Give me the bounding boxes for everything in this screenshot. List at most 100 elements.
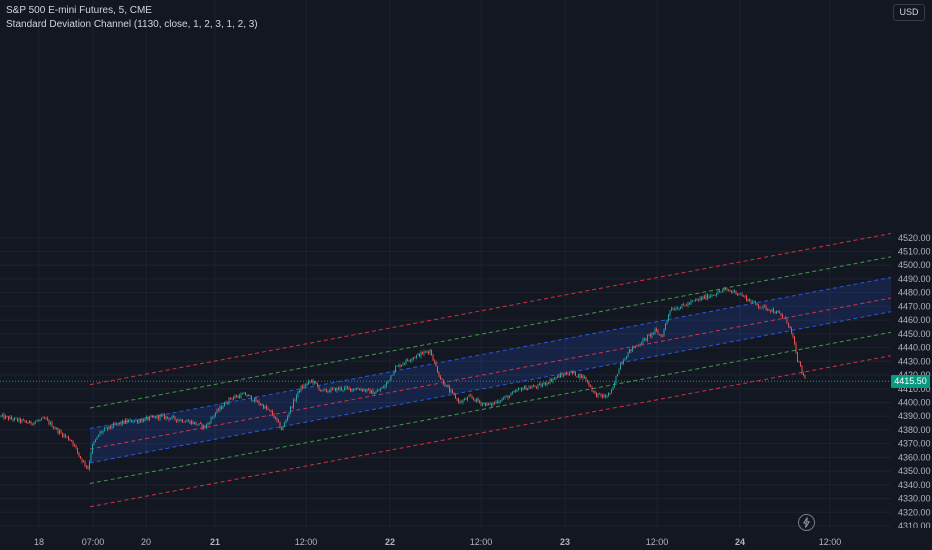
candle-body bbox=[321, 389, 323, 391]
candle-body bbox=[87, 467, 89, 469]
candle-body bbox=[74, 444, 75, 446]
candle-body bbox=[671, 308, 672, 311]
candle-body bbox=[72, 441, 74, 445]
candle-body bbox=[569, 373, 570, 375]
candle-body bbox=[134, 420, 135, 423]
candle-body bbox=[495, 401, 497, 404]
candle-body bbox=[636, 345, 638, 347]
candle-body bbox=[138, 420, 140, 423]
candle-body bbox=[263, 404, 264, 409]
candle-body bbox=[429, 349, 431, 354]
candle-body bbox=[663, 329, 665, 337]
candle-body bbox=[374, 393, 375, 395]
candle-body bbox=[803, 373, 804, 375]
price-axis[interactable]: 4310.00 4320.00 4330.00 4340.00 4350.00 4360.… bbox=[891, 0, 932, 550]
candle-body bbox=[726, 288, 728, 291]
candle-body bbox=[446, 385, 447, 387]
candle-body bbox=[686, 305, 687, 306]
candle-body bbox=[794, 336, 795, 344]
candle-body bbox=[486, 402, 488, 406]
candle-body bbox=[492, 402, 494, 406]
candle-body bbox=[11, 416, 12, 419]
candle-body bbox=[584, 376, 585, 379]
candle-body bbox=[776, 311, 777, 314]
candle-body bbox=[624, 359, 626, 361]
candle-body bbox=[375, 391, 377, 394]
candle-body bbox=[18, 418, 20, 422]
candle-body bbox=[63, 434, 65, 437]
candle-body bbox=[426, 351, 428, 353]
candle-body bbox=[98, 435, 99, 437]
candle-body bbox=[699, 297, 701, 300]
candle-body bbox=[32, 423, 33, 425]
candle-body bbox=[354, 389, 356, 391]
candle-body bbox=[483, 402, 485, 404]
candle-body bbox=[597, 393, 599, 397]
candle-body bbox=[140, 420, 141, 422]
candle-body bbox=[417, 353, 419, 356]
candle-body bbox=[507, 395, 509, 399]
candle-body bbox=[36, 420, 38, 422]
candle-body bbox=[96, 436, 98, 440]
candle-body bbox=[395, 366, 396, 372]
symbol-title[interactable]: S&P 500 E-mini Futures, 5, CME bbox=[6, 5, 152, 16]
candle-body bbox=[552, 379, 554, 382]
channel-upper-2 bbox=[89, 256, 893, 409]
candle-body bbox=[489, 403, 491, 405]
candle-body bbox=[725, 288, 726, 290]
candle-body bbox=[590, 385, 591, 387]
candle-body bbox=[585, 376, 587, 381]
candle-body bbox=[119, 422, 120, 424]
candle-body bbox=[600, 393, 602, 396]
candle-body bbox=[77, 447, 78, 453]
candle-body bbox=[125, 419, 126, 424]
candle-body bbox=[675, 308, 677, 310]
currency-button[interactable]: USD bbox=[893, 4, 925, 21]
time-axis[interactable]: 18 07:00 20 21 12:00 22 12:00 23 12:00 24 12:00 bbox=[0, 528, 932, 550]
candle-body bbox=[587, 380, 588, 382]
candle-body bbox=[111, 427, 113, 429]
candle-body bbox=[501, 398, 503, 401]
candle-body bbox=[221, 406, 222, 409]
candle-body bbox=[527, 388, 528, 391]
candle-body bbox=[570, 371, 572, 374]
candle-body bbox=[536, 386, 537, 388]
candle-body bbox=[455, 394, 456, 399]
candle-body bbox=[54, 427, 56, 429]
candle-body bbox=[618, 369, 620, 374]
candle-body bbox=[620, 363, 621, 370]
candle-body bbox=[359, 389, 360, 390]
candle-body bbox=[551, 379, 552, 382]
candle-body bbox=[503, 398, 504, 399]
candle-body bbox=[588, 381, 590, 386]
candle-body bbox=[762, 305, 764, 308]
candle-body bbox=[677, 308, 678, 310]
candle-body bbox=[434, 360, 435, 362]
price-axis-background bbox=[891, 0, 932, 550]
candle-body bbox=[578, 374, 579, 377]
price-tick-label: 4500.00 bbox=[898, 260, 931, 270]
candle-body bbox=[437, 366, 438, 373]
candle-body bbox=[666, 319, 668, 325]
lightning-icon[interactable] bbox=[798, 514, 815, 531]
price-tick-label: 4350.00 bbox=[898, 466, 931, 476]
candle-body bbox=[251, 395, 252, 401]
candle-body bbox=[123, 420, 125, 424]
indicator-title[interactable]: Standard Deviation Channel (1130, close,… bbox=[6, 19, 258, 30]
candle-body bbox=[516, 389, 518, 392]
candle-body bbox=[30, 420, 32, 424]
candle-body bbox=[348, 387, 350, 389]
candle-body bbox=[458, 398, 459, 403]
candle-body bbox=[291, 406, 293, 408]
candle-body bbox=[519, 388, 521, 389]
candle-body bbox=[264, 406, 266, 409]
candle-body bbox=[428, 351, 429, 354]
candle-body bbox=[228, 397, 230, 404]
candle-body bbox=[281, 428, 282, 430]
candle-body bbox=[698, 299, 699, 301]
candle-body bbox=[405, 359, 407, 364]
candle-body bbox=[797, 352, 798, 362]
candle-body bbox=[381, 387, 383, 389]
candle-body bbox=[339, 387, 341, 390]
